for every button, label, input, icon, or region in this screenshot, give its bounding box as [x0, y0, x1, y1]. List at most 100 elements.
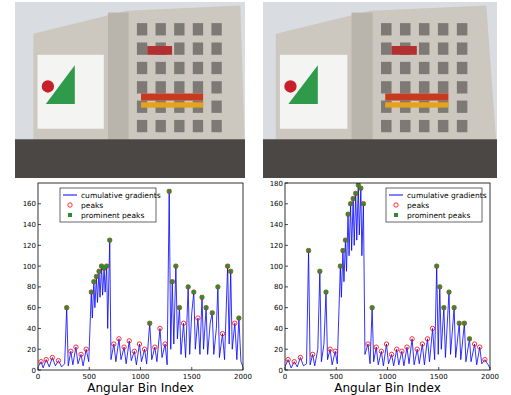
marker — [50, 355, 54, 359]
window — [457, 23, 468, 35]
marker — [286, 357, 290, 361]
legend-swatch — [389, 195, 403, 196]
window — [174, 42, 184, 54]
marker — [384, 342, 388, 346]
window — [137, 23, 147, 35]
marker — [318, 269, 322, 273]
x-tick-label: 1000 — [379, 373, 397, 381]
marker — [351, 196, 355, 200]
street — [15, 139, 245, 178]
marker — [472, 342, 476, 346]
x-axis-label: Angular Bin Index — [87, 381, 194, 395]
marker — [435, 264, 439, 268]
marker — [338, 264, 342, 268]
marker — [341, 248, 345, 252]
marker — [462, 321, 466, 325]
x-tick — [387, 367, 388, 370]
marker — [170, 280, 174, 284]
y-tick — [38, 328, 41, 329]
marker — [44, 357, 48, 361]
marker — [127, 339, 131, 343]
tower — [108, 13, 129, 154]
x-tick — [140, 367, 141, 370]
tower — [352, 13, 373, 154]
y-tick — [285, 307, 288, 308]
marker — [177, 306, 181, 310]
marker — [104, 264, 108, 268]
building — [276, 6, 497, 152]
window — [400, 23, 411, 35]
photo — [15, 2, 245, 178]
marker — [435, 264, 439, 268]
marker — [442, 306, 446, 310]
plot-area — [38, 189, 243, 368]
marker — [333, 349, 337, 353]
legend-label: cumulative gradients — [81, 191, 161, 200]
marker — [117, 337, 121, 341]
window — [211, 23, 221, 35]
marker — [415, 347, 419, 351]
x-tick-label: 1500 — [183, 373, 201, 381]
marker — [56, 358, 60, 362]
window — [438, 23, 449, 35]
line — [285, 185, 490, 368]
marker — [174, 264, 178, 268]
window — [438, 42, 449, 54]
frame — [38, 183, 243, 370]
y-tick — [285, 349, 288, 350]
sign — [392, 46, 417, 55]
marker — [97, 269, 101, 273]
window — [419, 42, 430, 54]
window — [156, 62, 166, 74]
figure: 0500100015002000020406080100120140160Ang… — [0, 0, 511, 395]
marker — [200, 295, 204, 299]
x-tick — [191, 367, 192, 370]
window — [174, 81, 184, 93]
billboard — [280, 55, 347, 129]
marker — [177, 305, 181, 309]
marker — [341, 249, 345, 253]
sky — [263, 2, 497, 178]
legend-swatch — [394, 203, 398, 207]
marker — [89, 290, 93, 294]
y-tick — [285, 224, 288, 225]
y-tick — [38, 266, 41, 267]
window — [174, 62, 184, 74]
marker — [186, 285, 190, 289]
y-tick-label: 140 — [270, 221, 283, 229]
y-tick-label: 160 — [23, 200, 36, 208]
y-tick-label: 100 — [23, 263, 36, 271]
x-tick-label: 2000 — [481, 373, 499, 381]
window — [193, 23, 203, 35]
marker — [108, 238, 112, 242]
marker — [343, 238, 347, 242]
window — [400, 120, 411, 132]
y-tick — [285, 245, 288, 246]
marker — [343, 238, 347, 242]
window — [438, 120, 449, 132]
x-tick-label: 0 — [36, 373, 40, 381]
marker — [420, 342, 424, 346]
chart: 0500100015002000020406080100120140160Ang… — [23, 183, 252, 395]
marker — [370, 306, 374, 310]
window — [381, 120, 392, 132]
marker — [204, 306, 208, 310]
marker — [97, 269, 101, 273]
marker — [354, 191, 358, 195]
y-tick-label: 0 — [32, 367, 36, 375]
marker — [318, 269, 322, 273]
sign — [147, 46, 172, 55]
marker — [405, 345, 409, 349]
window — [211, 101, 221, 113]
chart: 0500100015002000020406080100120140160180… — [270, 180, 499, 395]
window — [419, 120, 430, 132]
marker — [148, 321, 152, 325]
window — [400, 81, 411, 93]
x-tick-label: 1500 — [430, 373, 448, 381]
y-tick — [38, 307, 41, 308]
legend-swatch — [63, 195, 77, 196]
marker — [328, 347, 332, 351]
window — [193, 62, 203, 74]
x-tick-label: 2000 — [234, 373, 252, 381]
window — [419, 81, 430, 93]
